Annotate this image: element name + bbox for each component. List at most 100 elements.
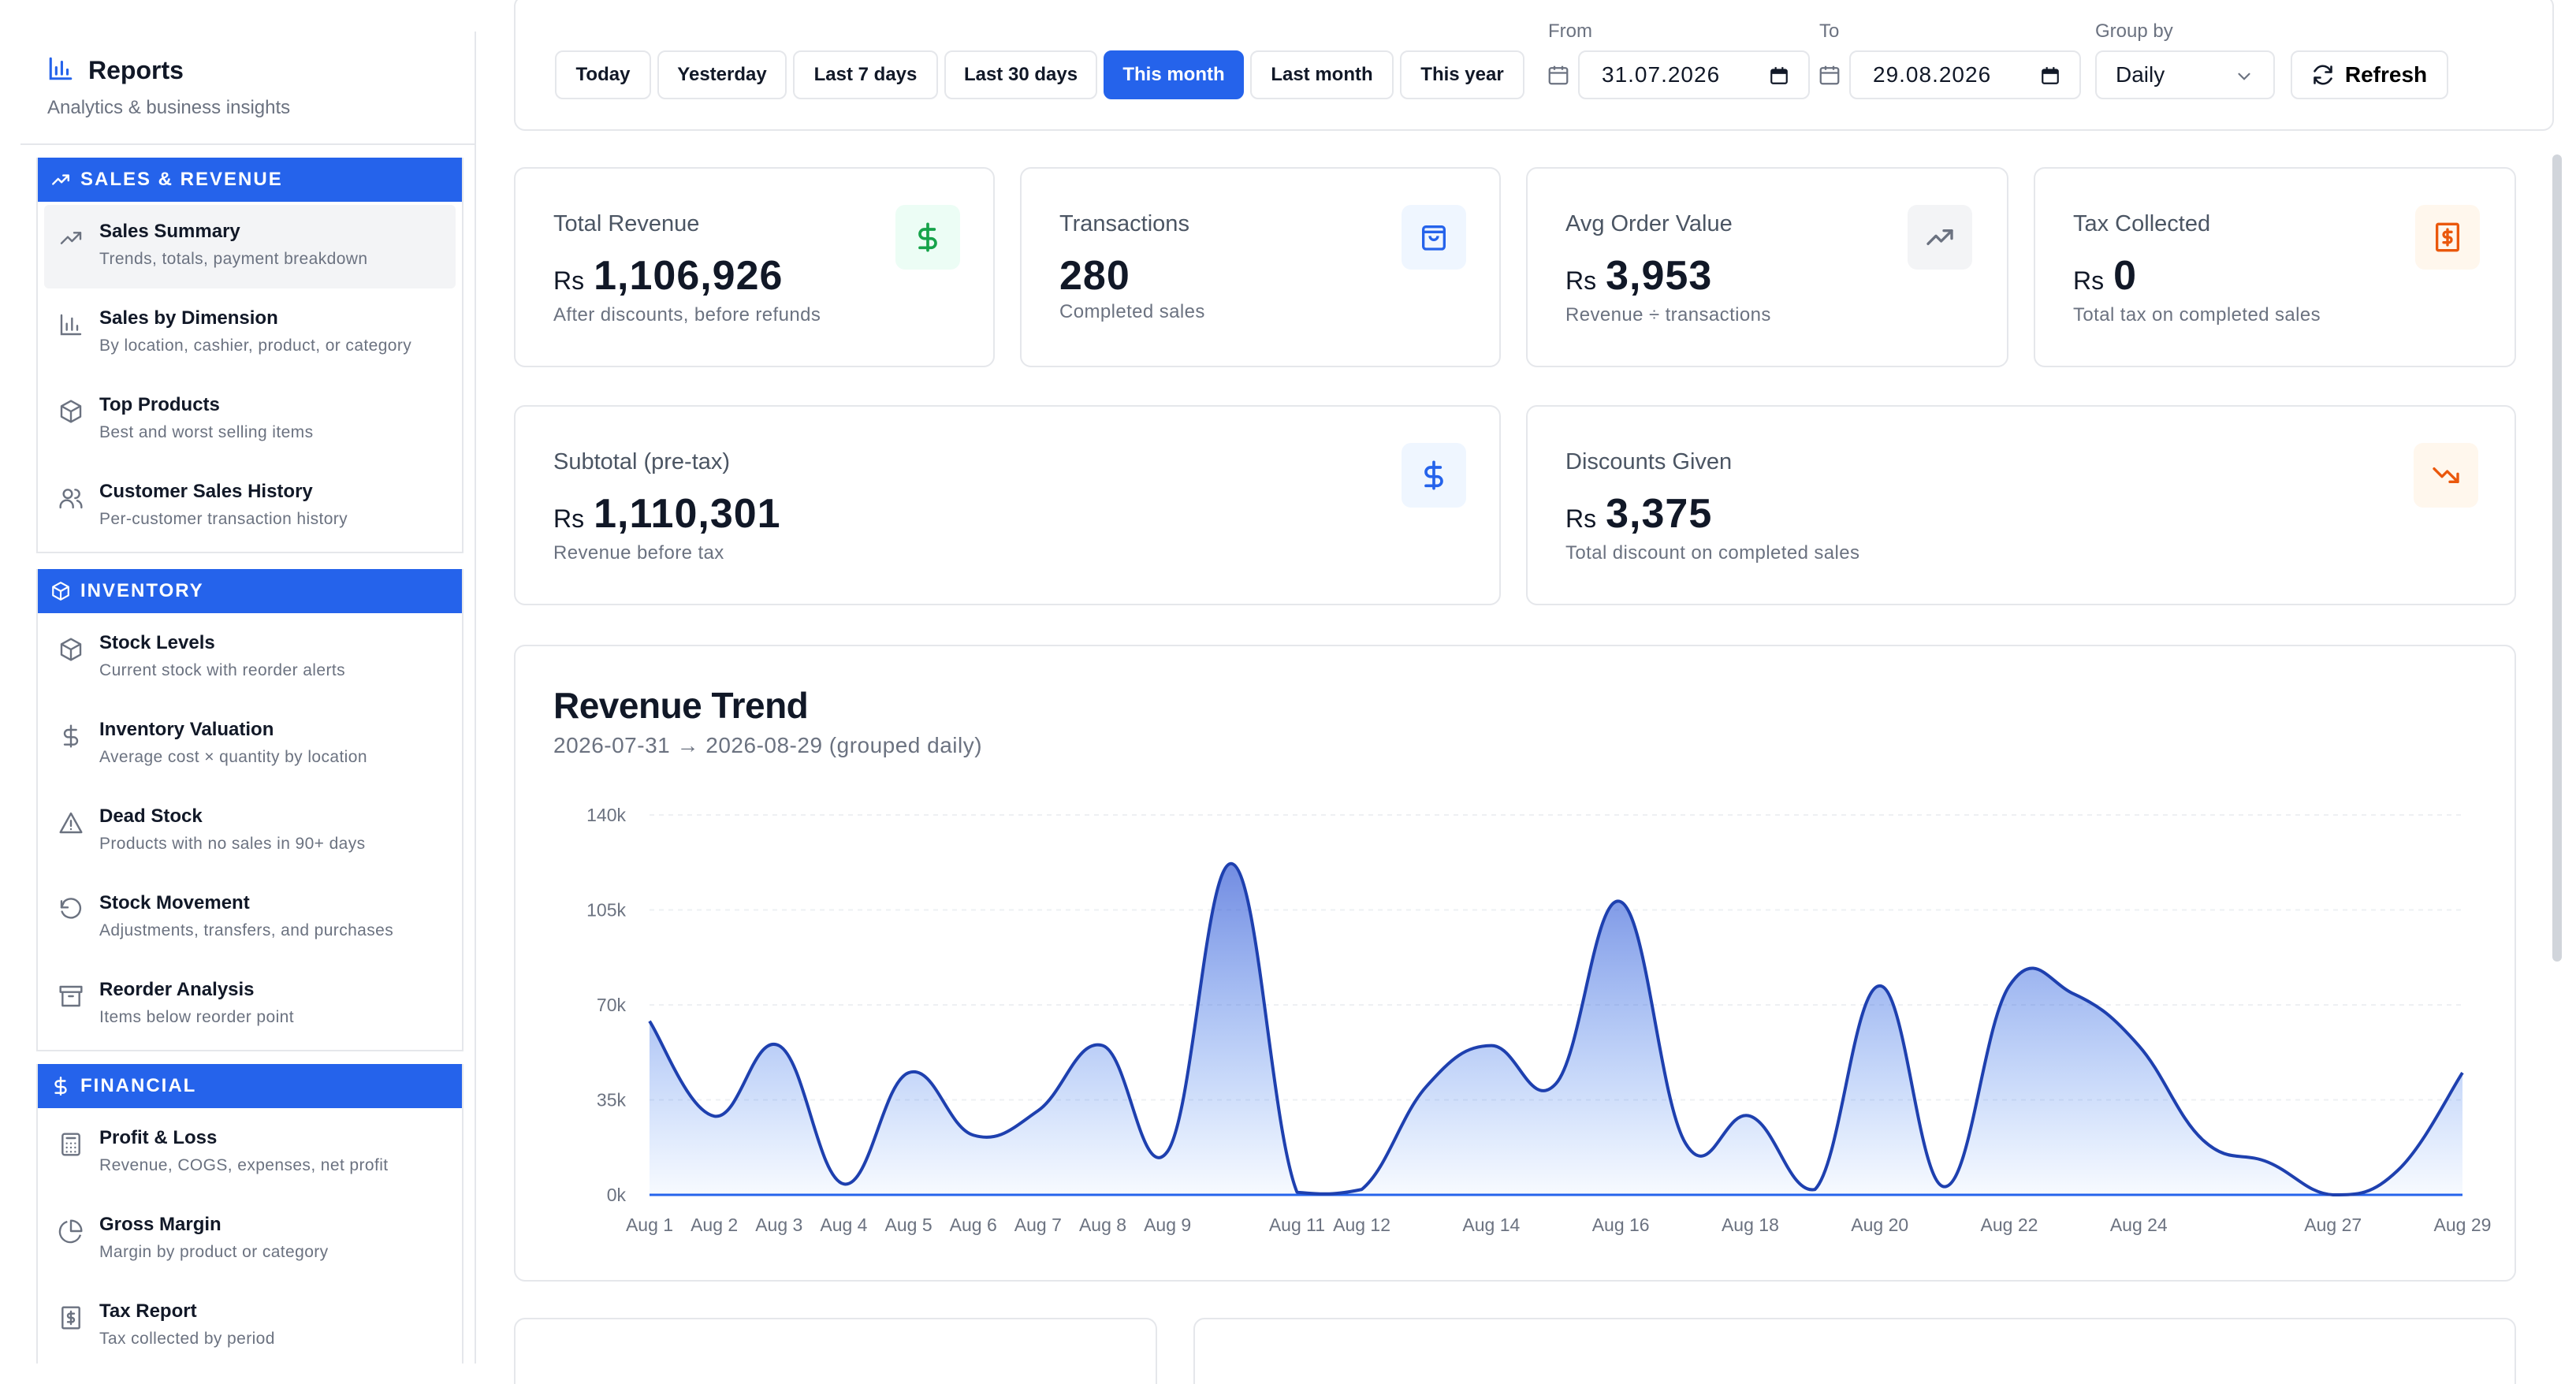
group-by-select[interactable]: Daily — [2095, 50, 2275, 99]
sidebar-item-stock-movement[interactable]: Stock Movement Adjustments, transfers, an… — [44, 876, 456, 960]
currency: Rs — [1565, 504, 1597, 533]
group-by-label: Group by — [2095, 20, 2173, 42]
bottom-card-left — [514, 1318, 1157, 1384]
stat-value: Rs 1,106,926 — [553, 252, 783, 299]
sidebar-item-top-products[interactable]: Top Products Best and worst selling items — [44, 378, 456, 462]
dollar-icon — [54, 1076, 67, 1096]
sidebar-item-dead-stock[interactable]: Dead Stock Products with no sales in 90+ … — [44, 790, 456, 873]
sidebar-item-tax-report[interactable]: Tax Report Tax collected by period — [44, 1285, 456, 1364]
trending-up-icon — [60, 232, 82, 244]
group-by-value: Daily — [2116, 62, 2165, 87]
range-this-month-button[interactable]: This month — [1104, 50, 1244, 99]
bar-chart-icon — [60, 314, 82, 336]
page-scrollbar[interactable] — [2552, 154, 2562, 962]
item-title: Profit & Loss — [99, 1127, 218, 1148]
trending-up-icon — [1908, 205, 1972, 270]
sidebar-item-sales-summary[interactable]: Sales Summary Trends, totals, payment bre… — [44, 205, 456, 288]
to-date-input[interactable]: 29.08.2026 — [1849, 50, 2081, 99]
currency: Rs — [2073, 266, 2105, 295]
currency: Rs — [553, 266, 585, 295]
revenue-trend-chart: 0k 35k 70k 105k 140k Aug 1 Aug 2 Aug 3 Aug 4 Aug … — [586, 805, 2491, 1235]
section-financial: FINANCIAL Profit & Loss Revenue, COGS, ex… — [36, 1064, 463, 1364]
item-desc: Margin by product or category — [99, 1243, 329, 1261]
x-tick-label: Aug 3 — [755, 1215, 802, 1235]
stat-value: Rs 1,110,301 — [553, 490, 781, 538]
x-tick-label: Aug 8 — [1079, 1215, 1126, 1235]
x-tick-label: Aug 9 — [1144, 1215, 1191, 1235]
stat-value: Rs 3,953 — [1565, 252, 1712, 299]
sidebar-item-reorder-analysis[interactable]: Reorder Analysis Items below reorder poin… — [44, 963, 456, 1047]
x-tick-label: Aug 11 — [1269, 1215, 1325, 1235]
x-tick-label: Aug 16 — [1592, 1215, 1650, 1235]
sidebar-item-sales-by-dimension[interactable]: Sales by Dimension By location, cashier, … — [44, 292, 456, 375]
item-desc: Average cost × quantity by location — [99, 748, 367, 766]
x-tick-label: Aug 1 — [626, 1215, 673, 1235]
item-desc: Products with no sales in 90+ days — [99, 835, 366, 853]
y-tick-label: 140k — [586, 805, 626, 825]
item-desc: Per-customer transaction history — [99, 510, 348, 528]
revenue-line — [648, 861, 2464, 1196]
stat-number: 3,375 — [1606, 491, 1713, 537]
refresh-button[interactable]: Refresh — [2291, 50, 2448, 99]
stat-card-transactions: Transactions 280 Completed sales — [1020, 167, 1501, 367]
section-label: FINANCIAL — [80, 1075, 197, 1096]
reports-sidebar: Reports Analytics & business insights SA… — [20, 32, 476, 1364]
pie-chart-icon — [58, 1219, 83, 1244]
x-tick-label: Aug 6 — [950, 1215, 997, 1235]
package-icon — [60, 400, 82, 423]
receipt-icon — [61, 1306, 80, 1330]
stat-caption: Total tax on completed sales — [2073, 304, 2321, 326]
x-tick-label: Aug 5 — [885, 1215, 932, 1235]
sidebar-item-customer-sales-history[interactable]: Customer Sales History Per-customer trans… — [44, 465, 456, 549]
x-tick-label: Aug 4 — [820, 1215, 867, 1235]
range-today-button[interactable]: Today — [555, 50, 651, 99]
item-title: Stock Movement — [99, 892, 250, 913]
stat-number: 280 — [1059, 253, 1130, 299]
stat-card-tax-collected: Tax Collected Rs 0 Total tax on completed… — [2034, 167, 2516, 367]
dollar-icon — [895, 205, 960, 270]
bar-chart-icon — [47, 55, 74, 86]
from-date-input[interactable]: 31.07.2026 — [1578, 50, 1810, 99]
item-title: Customer Sales History — [99, 481, 313, 502]
stat-caption: Completed sales — [1059, 301, 1205, 322]
sidebar-item-gross-margin[interactable]: Gross Margin Margin by product or categor… — [44, 1198, 456, 1282]
calendar-picker-icon[interactable] — [2040, 65, 2060, 86]
calendar-picker-icon[interactable] — [1769, 65, 1789, 86]
item-desc: Trends, totals, payment breakdown — [99, 250, 368, 268]
range-yesterday-button[interactable]: Yesterday — [657, 50, 787, 99]
stat-card-total-revenue: Total Revenue Rs 1,106,926 After discount… — [514, 167, 995, 367]
divider — [20, 143, 475, 145]
item-desc: Revenue, COGS, expenses, net profit — [99, 1156, 389, 1174]
x-tick-label: Aug 18 — [1722, 1215, 1779, 1235]
range-last-month-button[interactable]: Last month — [1250, 50, 1394, 99]
calendar-icon — [1548, 65, 1569, 85]
stat-value: 280 — [1059, 252, 1130, 299]
range-last-30-days-button[interactable]: Last 30 days — [944, 50, 1097, 99]
stat-value: Rs 3,375 — [1565, 490, 1712, 538]
section-header-financial: FINANCIAL — [38, 1064, 462, 1108]
chart-subtitle: 2026-07-31 → 2026-08-29 (grouped daily) — [553, 733, 983, 757]
package-icon — [52, 582, 69, 601]
x-tick-label: Aug 12 — [1333, 1215, 1390, 1235]
y-tick-label: 0k — [607, 1185, 627, 1205]
item-desc: Items below reorder point — [99, 1008, 294, 1026]
stat-number: 1,110,301 — [594, 491, 781, 537]
filter-bar: Today Yesterday Last 7 days Last 30 days… — [514, 0, 2554, 131]
x-tick-label: Aug 14 — [1462, 1215, 1520, 1235]
rotate-ccw-icon — [60, 898, 82, 919]
shopping-bag-icon — [1402, 205, 1466, 270]
section-header-sales-revenue: SALES & REVENUE — [38, 158, 462, 202]
users-icon — [59, 489, 83, 509]
range-last-7-days-button[interactable]: Last 7 days — [793, 50, 938, 99]
item-title: Tax Report — [99, 1300, 197, 1322]
stat-label: Transactions — [1059, 211, 1189, 236]
archive-icon — [59, 985, 83, 1007]
alert-triangle-icon — [59, 812, 83, 834]
chevron-down-icon — [2238, 73, 2250, 80]
sidebar-item-stock-levels[interactable]: Stock Levels Current stock with reorder a… — [44, 616, 456, 700]
stat-caption: After discounts, before refunds — [553, 304, 821, 326]
sidebar-item-profit-loss[interactable]: Profit & Loss Revenue, COGS, expenses, ne… — [44, 1111, 456, 1195]
trending-up-icon — [52, 174, 69, 185]
sidebar-item-inventory-valuation[interactable]: Inventory Valuation Average cost × quanti… — [44, 703, 456, 787]
range-this-year-button[interactable]: This year — [1400, 50, 1524, 99]
